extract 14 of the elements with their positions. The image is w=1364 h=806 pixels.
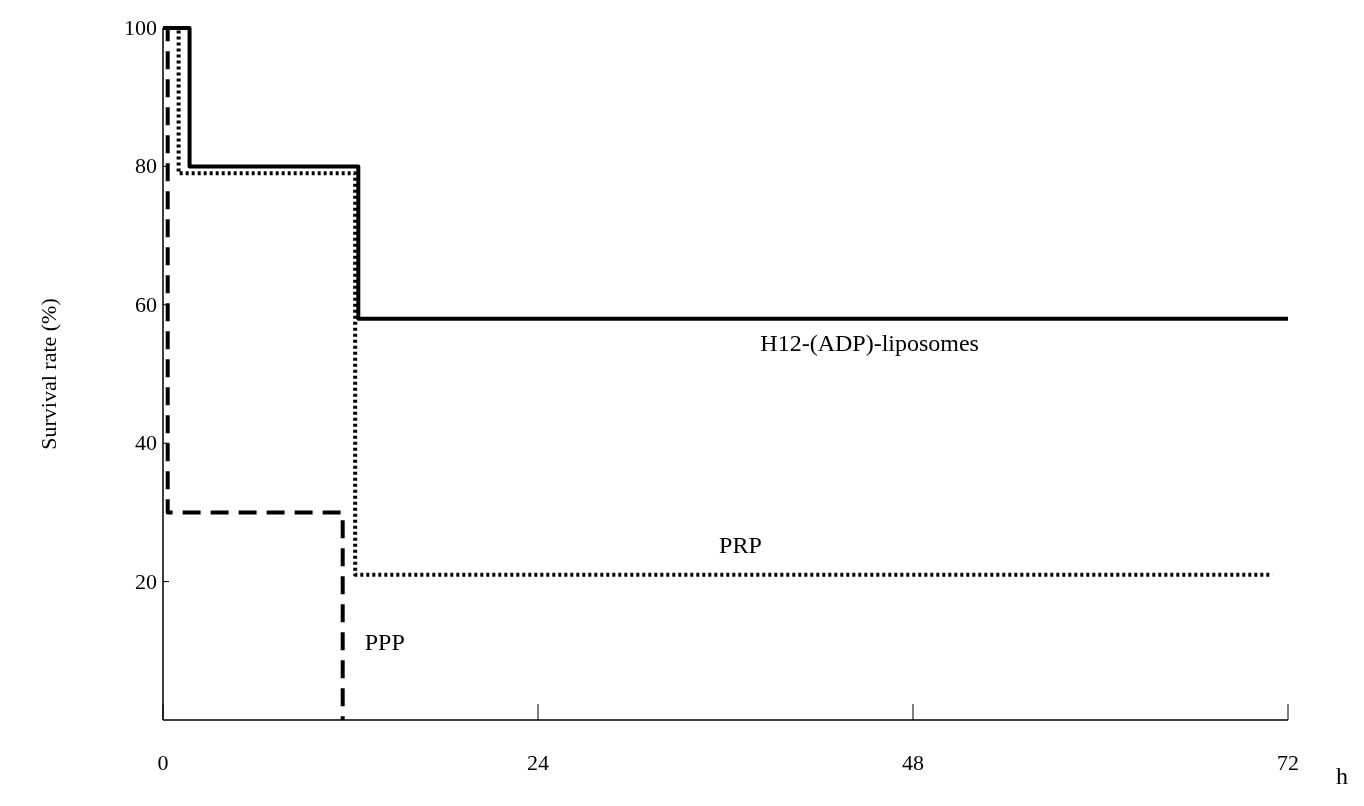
x-tick-label: 48 [902, 750, 924, 775]
series-label: PRP [719, 531, 762, 558]
x-tick-label: 24 [527, 750, 549, 775]
y-tick-label: 20 [135, 568, 157, 594]
series-label: H12-(ADP)-liposomes [760, 329, 979, 356]
x-axis-title: h [1336, 763, 1348, 789]
series-label: PPP [364, 629, 405, 655]
x-tick-label: 0 [157, 750, 169, 775]
y-tick-label: 60 [135, 291, 157, 317]
x-tick-label: 72 [1277, 750, 1299, 775]
y-tick-label: 100 [124, 15, 157, 40]
y-tick-label: 40 [135, 430, 157, 456]
y-tick-label: 80 [135, 153, 157, 179]
y-axis-title: Survival rate (%) [36, 298, 61, 450]
